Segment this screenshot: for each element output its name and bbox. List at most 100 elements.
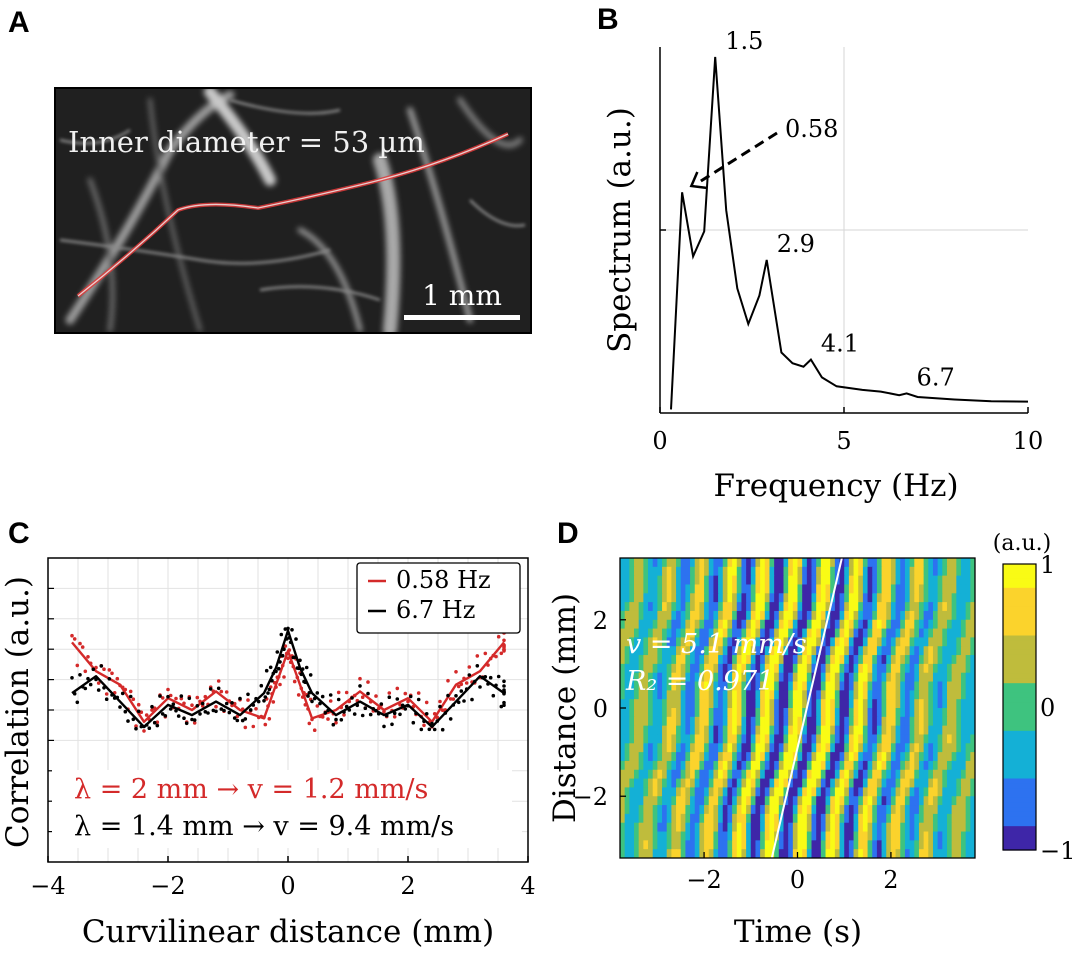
heatmap-cell [713,805,719,815]
heatmap-cell [876,681,883,691]
heatmap-cell [788,760,794,771]
heatmap-cell [909,849,915,858]
heatmap-cell [937,566,943,577]
heatmap-cell [718,681,724,691]
heatmap-cell [844,637,850,647]
data-point [272,680,277,685]
heatmap-cell [802,602,808,612]
data-point [94,665,98,670]
heatmap-cell [960,831,967,841]
data-point [104,692,109,696]
heatmap-cell [942,646,948,656]
data-point [166,694,170,699]
heatmap-cell [923,787,929,797]
heatmap-cell [806,769,813,780]
heatmap-cell [634,655,640,665]
heatmap-cell [750,805,757,815]
heatmap-cell [783,619,789,630]
data-point [390,722,394,727]
heatmap-cell [746,840,752,850]
heatmap-cell [746,690,752,700]
data-point [254,696,258,701]
heatmap-cell [867,628,873,639]
heatmap-cell [708,760,715,771]
data-point [438,704,442,709]
data-point [120,685,125,690]
heatmap-cell [848,602,855,612]
heatmap-cell [890,752,897,762]
heatmap-cell [638,628,644,639]
heatmap-cell [764,558,771,568]
heatmap-cell [914,805,920,815]
heatmap-cell [853,690,859,700]
heatmap-cell [862,637,869,647]
heatmap-cell [848,831,855,841]
data-point [184,721,189,726]
heatmap-cell [699,681,705,691]
heatmap-cell [937,831,943,841]
heatmap-cell [760,849,766,858]
colorbar-cell [1003,606,1036,613]
heatmap-cell [853,663,859,674]
heatmap-cell [858,805,864,815]
heatmap-cell [895,813,901,824]
heatmap-cell [848,575,855,586]
colorbar-cell [1003,659,1036,665]
heatmap-cell [764,769,771,780]
heatmap-cell [680,778,686,789]
heatmap-cell [746,787,752,797]
heatmap-cell [806,558,813,568]
heatmap-cell [839,778,845,789]
heatmap-cell [704,822,710,833]
heatmap-cell [774,663,780,674]
data-point [411,720,416,725]
heatmap-cell [648,734,654,744]
heatmap-cell [853,708,859,718]
heatmap-cell [783,575,789,586]
heatmap-cell [722,822,729,833]
heatmap-cell [718,769,724,780]
heatmap-cell [694,805,701,815]
heatmap-cell [946,681,953,691]
heatmap-cell [676,725,682,736]
data-point [456,684,461,689]
heatmap-cell [951,849,957,858]
heatmap-cell [788,787,794,797]
data-point [131,717,136,722]
colorbar-cell [1003,830,1036,837]
heatmap-cell [970,646,975,656]
data-point [368,700,373,704]
arrow-label: 0.58 [785,115,838,143]
heatmap-cell [680,584,686,594]
heatmap-cell [895,584,901,594]
heatmap-cell [886,610,892,621]
heatmap-cell [862,619,869,630]
heatmap-cell [797,690,803,700]
heatmap-cell [690,655,696,665]
heatmap-cell [881,840,887,850]
heatmap-cell [928,769,934,780]
colorbar-cell [1003,668,1036,675]
heatmap-cell [750,593,757,603]
heatmap-cell [657,805,663,815]
heatmap-cell [946,805,953,815]
heatmap-cell [937,725,943,736]
heatmap-cell [802,796,808,806]
heatmap-cell [820,840,827,850]
data-point [294,637,298,641]
heatmap-cell [629,681,635,691]
heatmap-cell [909,708,915,718]
heatmap-cell [942,672,948,683]
heatmap-cell [937,699,943,709]
heatmap-cell [666,716,672,727]
heatmap-cell [802,584,808,594]
heatmap-cell [783,805,789,815]
data-point [355,703,360,708]
heatmap-cell [713,699,719,709]
heatmap-cell [923,593,929,603]
heatmap-cell [778,734,785,744]
heatmap-cell [886,805,892,815]
heatmap-cell [722,699,729,709]
heatmap-cell [778,805,785,815]
data-point [459,682,464,687]
